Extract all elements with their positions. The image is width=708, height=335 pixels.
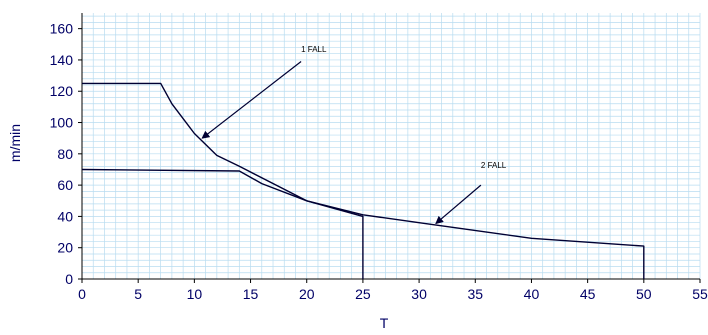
y-tick-label: 100 bbox=[50, 115, 74, 131]
y-tick-label: 140 bbox=[50, 52, 74, 68]
plot-area bbox=[82, 13, 700, 279]
annotation-arrow-2 bbox=[435, 184, 482, 225]
y-axis-title: m/min bbox=[7, 124, 23, 162]
x-tick-label: 20 bbox=[299, 286, 315, 302]
x-tick-label: 5 bbox=[134, 286, 142, 302]
y-tick-label: 0 bbox=[65, 271, 73, 287]
y-tick-label: 80 bbox=[57, 146, 73, 162]
annotation-arrow-1 bbox=[201, 61, 302, 139]
x-tick-label: 45 bbox=[580, 286, 596, 302]
x-tick-label: 15 bbox=[243, 286, 259, 302]
series-group bbox=[81, 82, 645, 279]
y-tick-label: 60 bbox=[57, 177, 73, 193]
y-tick-label: 20 bbox=[57, 240, 73, 256]
annotation-label-1: 1 FALL bbox=[301, 45, 327, 54]
x-tick-label: 35 bbox=[467, 286, 483, 302]
x-tick-label: 0 bbox=[78, 286, 86, 302]
y-tick-label: 120 bbox=[50, 83, 74, 99]
annotation-label-2: 2 FALL bbox=[481, 161, 507, 170]
x-axis-title: T bbox=[380, 315, 389, 331]
x-tick-label: 10 bbox=[187, 286, 203, 302]
y-tick-label: 160 bbox=[50, 21, 74, 37]
y-tick-label: 40 bbox=[57, 208, 73, 224]
annotations: 1 FALL 2 FALL bbox=[201, 45, 507, 225]
axes bbox=[78, 13, 701, 283]
series-line-2 bbox=[81, 168, 645, 279]
x-tick-label: 30 bbox=[411, 286, 427, 302]
tick-labels: 0 5 10 15 20 25 30 35 40 45 50 55 0 20 40 60 80 100 120 140… bbox=[50, 21, 708, 302]
x-tick-label: 25 bbox=[355, 286, 371, 302]
x-tick-label: 50 bbox=[636, 286, 652, 302]
x-tick-label: 55 bbox=[692, 286, 708, 302]
x-tick-label: 40 bbox=[524, 286, 540, 302]
series-line-1 bbox=[82, 82, 364, 279]
